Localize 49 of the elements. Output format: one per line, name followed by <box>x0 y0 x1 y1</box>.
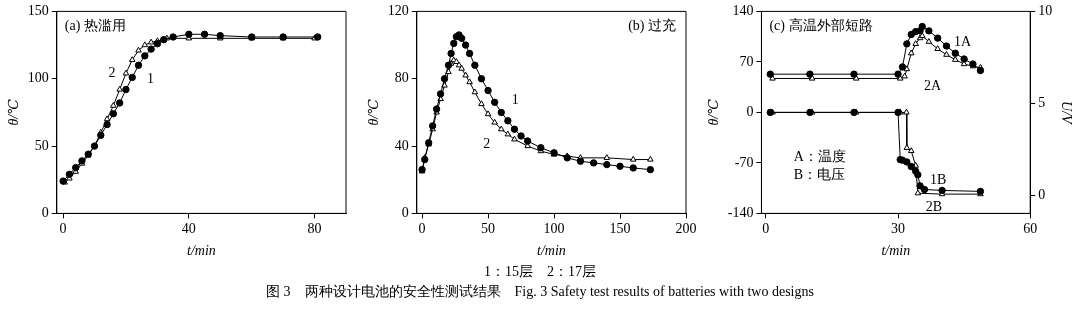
x-tick-label: 0 <box>59 221 67 237</box>
y-tick-label: -70 <box>734 154 754 170</box>
y-tick-label: 0 <box>401 205 409 221</box>
caption: 图 3 两种设计电池的安全性测试结果 Fig. 3 Safety test results of batteries with two designs <box>265 283 815 301</box>
x-tick-label: 200 <box>675 221 697 237</box>
x-axis-title: t/min <box>881 243 911 259</box>
x-tick-label: 60 <box>1023 221 1038 237</box>
x-tick-label: 40 <box>181 221 196 237</box>
series-label: 1 <box>147 70 155 86</box>
series-label: 2 <box>108 65 116 81</box>
y2-tick-label: 5 <box>1038 94 1046 110</box>
text: (a) 热滥用 <box>64 18 126 35</box>
series-label: 2B <box>925 198 943 214</box>
x-tick-label: 100 <box>543 221 565 237</box>
y-tick-label: -140 <box>727 205 754 221</box>
text: (c) 高温外部短路 <box>769 18 873 35</box>
series-label: 1B <box>929 171 947 187</box>
y2-tick-label: 10 <box>1038 3 1053 19</box>
x-axis-title: t/min <box>187 243 216 259</box>
y-tick-label: 0 <box>41 205 49 221</box>
series-label: 2A <box>924 78 943 93</box>
y-tick-label: 70 <box>739 53 754 69</box>
x-tick-label: 50 <box>481 221 496 237</box>
y-axis-title: θ/℃ <box>6 98 22 126</box>
text: (b) 过充 <box>628 18 676 35</box>
series-label: 2 <box>483 136 491 152</box>
x-tick-label: 0 <box>418 221 426 237</box>
text: 1：15层 2：17层 <box>483 263 597 281</box>
y-axis-title: θ/℃ <box>366 98 382 126</box>
y2-tick-label: 0 <box>1038 186 1046 202</box>
y2-axis-title: U/V <box>1058 101 1074 126</box>
y-tick-label: 100 <box>27 70 49 86</box>
y-tick-label: 140 <box>732 3 754 19</box>
annotation: B：电压 <box>793 166 846 182</box>
x-axis-title: t/min <box>537 243 566 259</box>
x-tick-label: 30 <box>891 221 906 237</box>
x-tick-label: 150 <box>609 221 631 237</box>
y-tick-label: 40 <box>394 137 409 153</box>
series-label: 1 <box>511 92 519 108</box>
y-tick-label: 0 <box>746 104 754 120</box>
annotation: A：温度 <box>793 148 846 164</box>
y-tick-label: 150 <box>27 3 49 19</box>
y-tick-label: 80 <box>394 70 409 86</box>
series-label: 1A <box>953 33 972 49</box>
y-tick-label: 120 <box>387 3 409 19</box>
y-tick-label: 50 <box>34 137 49 153</box>
y-axis-title: θ/℃ <box>706 98 722 126</box>
x-tick-label: 80 <box>307 221 322 237</box>
x-tick-label: 0 <box>762 221 770 237</box>
